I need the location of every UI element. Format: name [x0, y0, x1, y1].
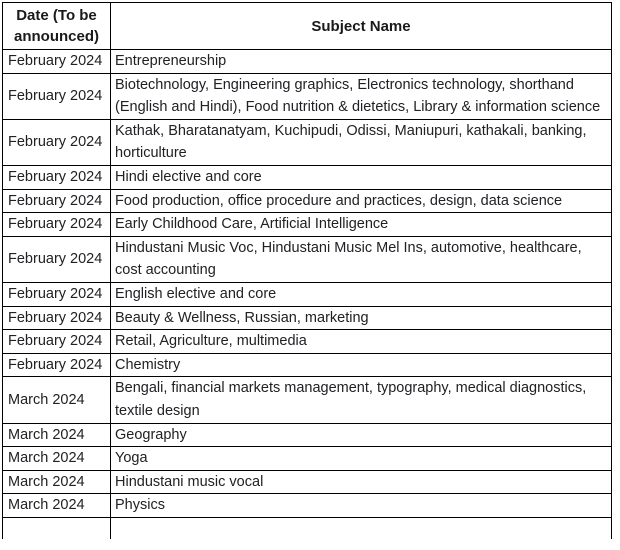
table-row: February 2024 Hindustani Music Voc, Hind… — [2, 235, 612, 283]
subject-cell: Chemistry — [110, 352, 612, 378]
date-cell: March 2024 — [2, 376, 111, 424]
date-cell: February 2024 — [2, 118, 111, 166]
date-cell: February 2024 — [2, 49, 111, 74]
subject-cell-empty — [110, 516, 612, 540]
subject-cell: Early Childhood Care, Artificial Intelli… — [110, 212, 612, 237]
subject-cell: Retail, Agriculture, multimedia — [110, 329, 612, 354]
date-cell: March 2024 — [2, 422, 111, 448]
subject-cell: Food production, office procedure and pr… — [110, 188, 612, 214]
table-row: February 2024 Chemistry — [2, 352, 612, 378]
date-cell: February 2024 — [2, 164, 111, 190]
table-row: February 2024 Entrepreneurship — [2, 49, 612, 74]
header-cell-subject: Subject Name — [110, 2, 612, 50]
date-cell: March 2024 — [2, 446, 111, 471]
date-cell: March 2024 — [2, 493, 111, 518]
table-row-partial — [2, 516, 612, 540]
date-cell: February 2024 — [2, 329, 111, 354]
subject-cell: Hindi elective and core — [110, 164, 612, 190]
subject-cell: Yoga — [110, 446, 612, 471]
subject-cell: Biotechnology, Engineering graphics, Ele… — [110, 72, 612, 120]
date-cell: February 2024 — [2, 281, 111, 307]
date-cell: February 2024 — [2, 188, 111, 214]
table-row: March 2024 Yoga — [2, 446, 612, 471]
subject-cell: Kathak, Bharatanatyam, Kuchipudi, Odissi… — [110, 118, 612, 166]
subject-cell: Hindustani music vocal — [110, 469, 612, 495]
table-row: February 2024 Biotechnology, Engineering… — [2, 72, 612, 120]
date-cell: February 2024 — [2, 212, 111, 237]
date-cell: February 2024 — [2, 352, 111, 378]
table-body-partial — [2, 516, 612, 540]
subject-cell: Geography — [110, 422, 612, 448]
date-cell: March 2024 — [2, 469, 111, 495]
subject-cell: Bengali, financial markets management, t… — [110, 376, 612, 424]
subject-cell: Hindustani Music Voc, Hindustani Music M… — [110, 235, 612, 283]
header-row: Date (To be announced) Subject Name — [2, 2, 612, 50]
table-row: February 2024 Hindi elective and core — [2, 164, 612, 190]
table-row: March 2024 Hindustani music vocal — [2, 469, 612, 495]
exam-schedule-table: Date (To be announced) Subject Name Febr… — [2, 2, 612, 540]
date-cell-empty — [2, 516, 111, 540]
subject-cell: Entrepreneurship — [110, 49, 612, 74]
table-row: February 2024 Kathak, Bharatanatyam, Kuc… — [2, 118, 612, 166]
table-body: February 2024 Entrepreneurship February … — [2, 49, 612, 518]
date-cell: February 2024 — [2, 235, 111, 283]
table-row: February 2024 Food production, office pr… — [2, 188, 612, 214]
subject-cell: English elective and core — [110, 281, 612, 307]
date-cell: February 2024 — [2, 72, 111, 120]
table-row: February 2024 English elective and core — [2, 281, 612, 307]
table-row: February 2024 Early Childhood Care, Arti… — [2, 212, 612, 237]
table-row: March 2024 Geography — [2, 422, 612, 448]
table-row: February 2024 Retail, Agriculture, multi… — [2, 329, 612, 354]
table-row: March 2024 Bengali, financial markets ma… — [2, 376, 612, 424]
table-row: February 2024 Beauty & Wellness, Russian… — [2, 305, 612, 331]
table-header: Date (To be announced) Subject Name — [2, 2, 612, 50]
subject-cell: Physics — [110, 493, 612, 518]
subject-cell: Beauty & Wellness, Russian, marketing — [110, 305, 612, 331]
header-cell-date: Date (To be announced) — [2, 2, 111, 50]
table-row: March 2024 Physics — [2, 493, 612, 518]
date-cell: February 2024 — [2, 305, 111, 331]
